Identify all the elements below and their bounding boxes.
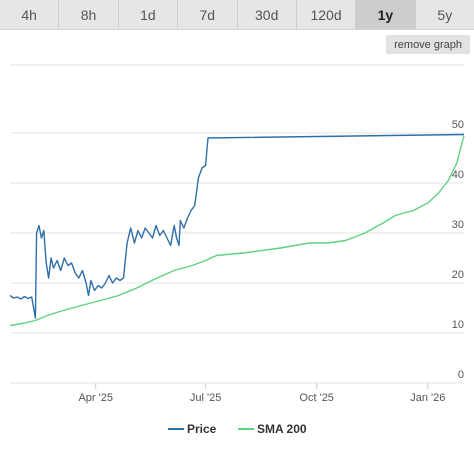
tab-7d[interactable]: 7d xyxy=(178,0,238,29)
chart-grid xyxy=(10,64,464,384)
chart-series xyxy=(9,133,465,327)
tab-1y[interactable]: 1y xyxy=(356,0,416,29)
tab-1d[interactable]: 1d xyxy=(119,0,179,29)
tab-8h[interactable]: 8h xyxy=(59,0,119,29)
x-tick-label: Jan '26 xyxy=(410,392,445,404)
x-tick-label: Jul '25 xyxy=(190,392,221,404)
series-line-sma-200 xyxy=(9,135,465,327)
timeframe-tabs: 4h 8h 1d 7d 30d 120d 1y 5y xyxy=(0,0,474,30)
legend-item-sma-200[interactable]: SMA 200 xyxy=(238,422,307,436)
tab-5y[interactable]: 5y xyxy=(437,6,453,23)
tab-120d[interactable]: 120d xyxy=(297,0,357,29)
remove-graph-button[interactable]: remove graph xyxy=(386,35,470,54)
tab-30d[interactable]: 30d xyxy=(238,0,297,29)
y-tick-label: 40 xyxy=(452,169,464,181)
x-tick-label: Oct '25 xyxy=(299,392,334,404)
y-tick-label: 50 xyxy=(452,119,464,131)
y-axis: 0 10 20 30 40 50 xyxy=(452,119,464,381)
chart-legend[interactable]: Price SMA 200 xyxy=(168,422,307,436)
y-tick-label: 10 xyxy=(452,319,464,331)
series-line-price xyxy=(9,133,465,319)
legend-label: Price xyxy=(187,422,217,436)
y-tick-label: 20 xyxy=(452,269,464,281)
legend-label: SMA 200 xyxy=(257,422,307,436)
legend-item-price[interactable]: Price xyxy=(168,422,217,436)
y-tick-label: 30 xyxy=(452,219,464,231)
tab-4h[interactable]: 4h xyxy=(0,0,60,29)
x-tick-label: Apr '25 xyxy=(78,392,113,404)
y-tick-label: 0 xyxy=(458,369,464,381)
x-axis: Apr '25 Jul '25 Oct '25 Jan '26 xyxy=(78,383,445,404)
